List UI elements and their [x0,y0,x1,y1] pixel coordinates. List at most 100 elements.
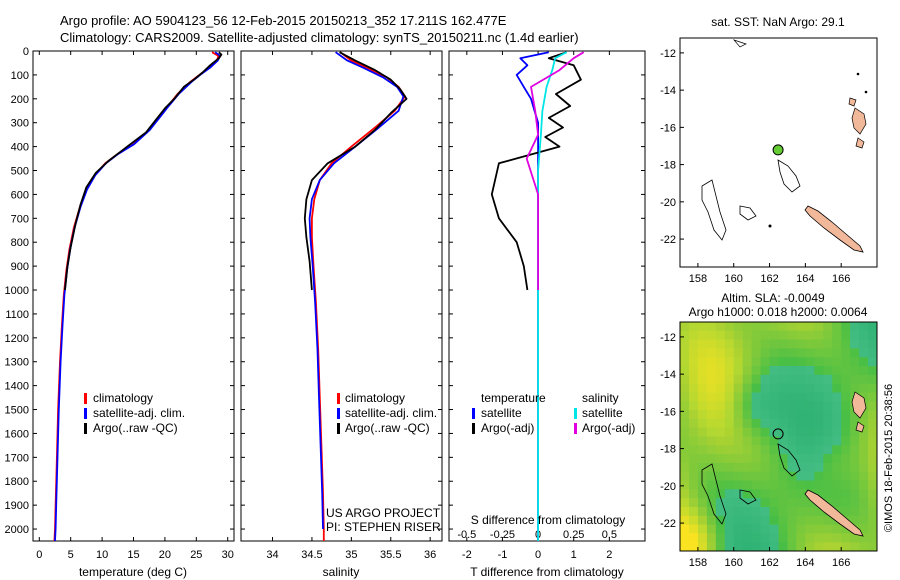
sla-cell [724,489,735,499]
sla-cell [868,454,877,464]
sla-cell [868,348,877,358]
sla-map-title-2: Argo h1000: 0.018 h2000: 0.0064 [689,305,868,319]
sla-cell [751,330,762,341]
sla-cell [832,392,842,402]
sla-cell [814,427,824,438]
sla-cell [689,322,699,332]
sla-cell [823,436,833,446]
pi-annotation: PI: STEPHEN RISER [326,520,441,534]
x-tick-label: 30 [222,549,234,561]
sla-cell [742,392,753,402]
sla-cell [706,462,717,473]
sla-cell [769,392,780,402]
sla-cell [760,392,771,402]
sla-cell [724,515,735,526]
map-y-tick-label: -12 [660,48,676,60]
sla-cell [823,322,833,332]
sla-cell [778,418,789,429]
map-x-tick-label: 164 [796,557,814,569]
sla-cell [689,454,699,464]
sla-cell [778,436,789,446]
sla-cell [733,480,744,490]
sla-cell [689,374,699,385]
title-line-2: Climatology: CARS2009. Satellite-adjuste… [60,30,579,45]
sla-map-title-1: Altim. SLA: -0.0049 [721,291,825,305]
sla-cell [787,445,798,455]
sla-map-frame [679,321,878,552]
sla-cell [841,480,851,490]
sla-heatmap-cells [680,322,877,551]
sla-cell [715,392,726,402]
sla-cell [850,427,860,438]
sla-cell [814,357,824,367]
float-marker-sst [772,144,784,156]
sla-cell [742,383,753,394]
sla-cell [850,348,860,358]
sla-cell [697,348,708,358]
reef-outline-1 [701,463,727,525]
sla-cell [787,498,798,508]
sla-cell [680,471,690,482]
sla-cell [689,445,699,455]
salinity-xlabel: salinity [323,565,360,579]
depth-tick-label: 1300 [5,357,29,369]
sla-cell [760,507,771,517]
sla-cell [724,436,735,446]
sla-cell [769,383,780,394]
sla-cell [751,533,762,543]
sst-map-title: sat. SST: NaN Argo: 29.1 [711,15,845,29]
sla-cell [724,418,735,429]
sla-cell [715,366,726,376]
sla-cell [814,418,824,429]
sla-cell [841,454,851,464]
sla-cell [724,542,735,551]
sla-cell [796,507,806,517]
sla-cell [787,401,798,411]
sla-cell [715,515,726,526]
sla-cell [823,410,833,420]
sla-cell [769,524,780,534]
x-tick-label: -2 [462,549,472,561]
sla-cell [778,462,789,473]
sla-cell [769,348,780,358]
sla-cell [689,480,699,490]
sla-cell [787,418,798,429]
sla-cell [724,427,735,438]
sla-cell [805,454,815,464]
sla-cell [697,339,708,349]
sla-cell [769,436,780,446]
sla-cell [787,489,798,499]
sla-cell [724,480,735,490]
sla-cell [805,498,815,508]
sla-cell [760,533,771,543]
sla-cell [697,533,708,543]
sla-cell [697,524,708,534]
sla-cell [715,374,726,385]
sla-cell [796,366,806,376]
sla-cell [796,339,806,349]
temperature-lines [53,51,223,541]
sla-cell [823,515,833,526]
map-y-tick-label: -12 [660,332,676,344]
sla-cell [814,454,824,464]
sla-cell [680,392,690,402]
sla-cell [868,480,877,490]
sla-cell [742,330,753,341]
reef-dot-1 [768,224,772,228]
depth-tick-label: 1400 [5,381,29,393]
sla-cell [832,498,842,508]
sla-cell [787,533,798,543]
legend-swatch-argo [84,423,87,434]
map-x-tick-label: 162 [760,273,778,285]
sla-cell [778,374,789,385]
sla-cell [859,427,869,438]
sla-cell [868,436,877,446]
sla-cell [778,410,789,420]
sla-cell [760,515,771,526]
sla-cell [868,330,877,341]
sla-cell [823,330,833,341]
sla-cell [832,489,842,499]
sla-cell [715,436,726,446]
sla-cell [751,454,762,464]
sla-cell [859,322,869,332]
